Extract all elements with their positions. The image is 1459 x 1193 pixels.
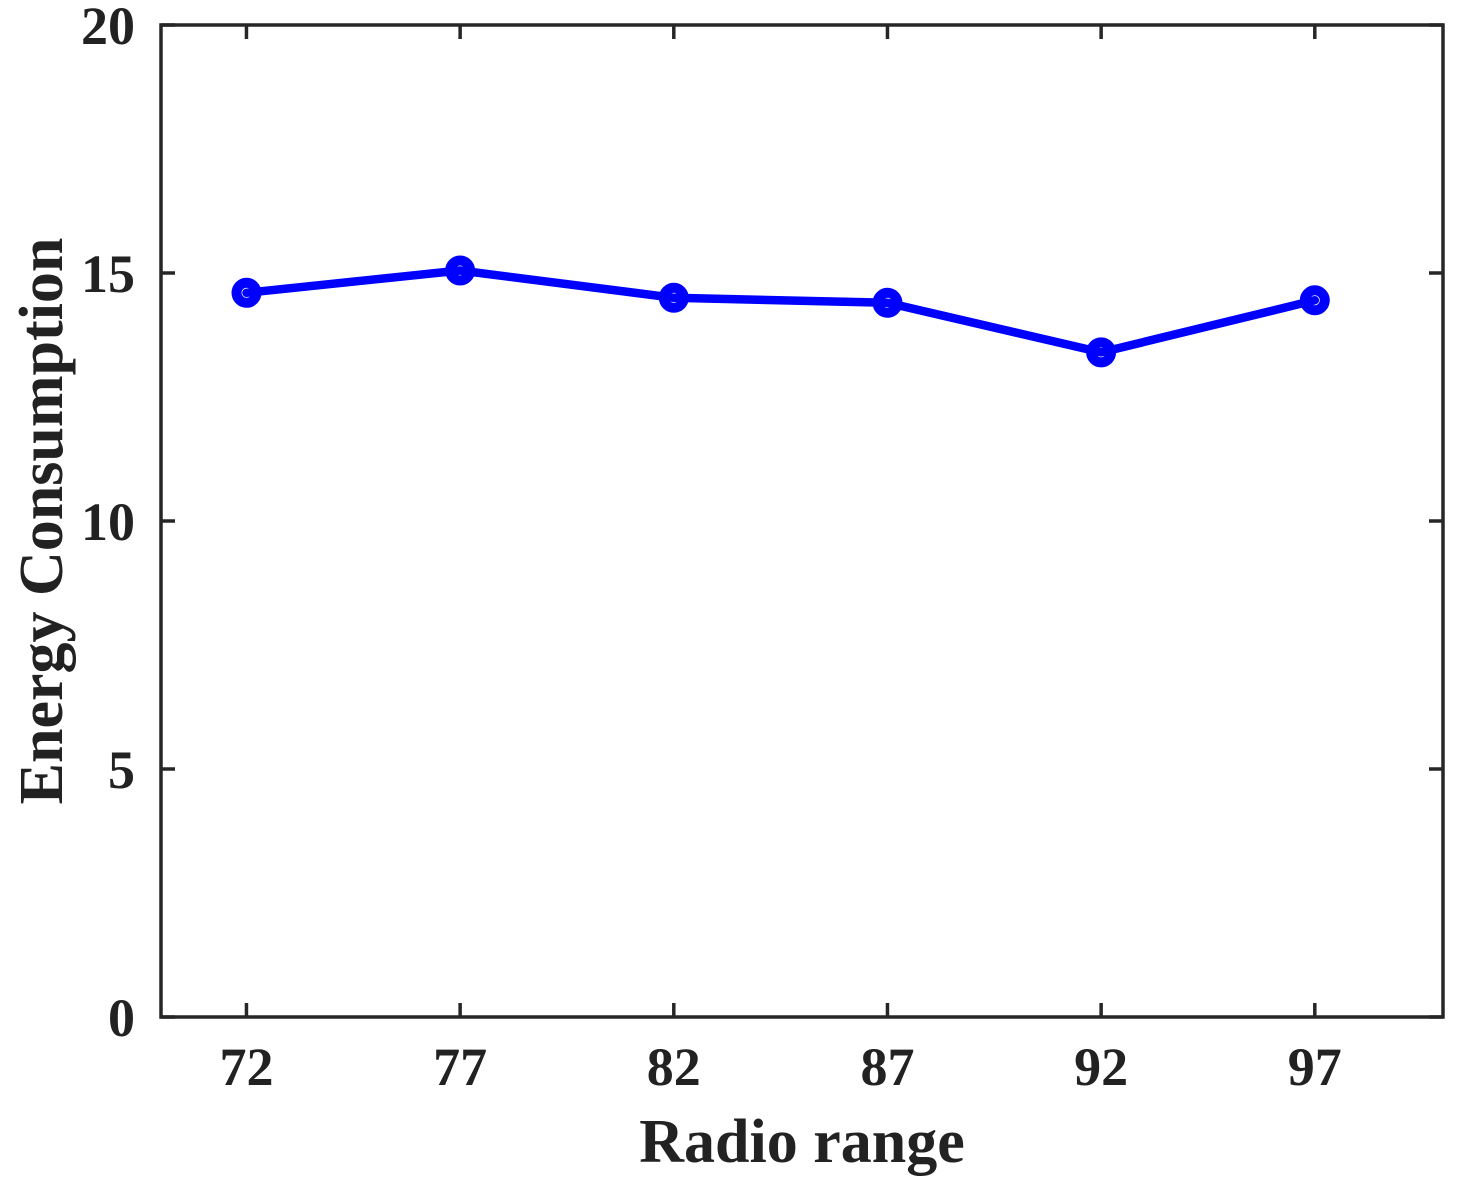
- data-point-marker: [445, 255, 476, 286]
- y-tick-label: 15: [81, 244, 135, 304]
- x-tick-label: 72: [219, 1037, 273, 1097]
- x-axis-label: Radio range: [639, 1108, 965, 1176]
- y-tick-label: 5: [108, 740, 135, 800]
- plot-area: 72 77 82 87 92 97 0 5 10 15 20: [81, 0, 1445, 1097]
- data-point-marker: [231, 277, 262, 308]
- y-tick-label: 20: [81, 0, 135, 56]
- data-point-marker: [1086, 337, 1117, 368]
- x-tick-label: 87: [860, 1037, 914, 1097]
- data-point-marker: [1299, 285, 1330, 316]
- y-tick-label: 10: [81, 492, 135, 552]
- x-tick-label: 92: [1074, 1037, 1128, 1097]
- y-tick-label: 0: [108, 988, 135, 1048]
- y-axis-label: Energy Consumption: [8, 238, 76, 805]
- data-point-marker: [658, 282, 689, 313]
- axes-box: [159, 23, 1445, 1019]
- series-group: [231, 255, 1330, 368]
- x-tick-label: 82: [647, 1037, 701, 1097]
- data-point-marker: [872, 287, 903, 318]
- x-tick-label: 77: [433, 1037, 487, 1097]
- series-line: [242, 266, 1320, 357]
- x-tick-label: 97: [1288, 1037, 1342, 1097]
